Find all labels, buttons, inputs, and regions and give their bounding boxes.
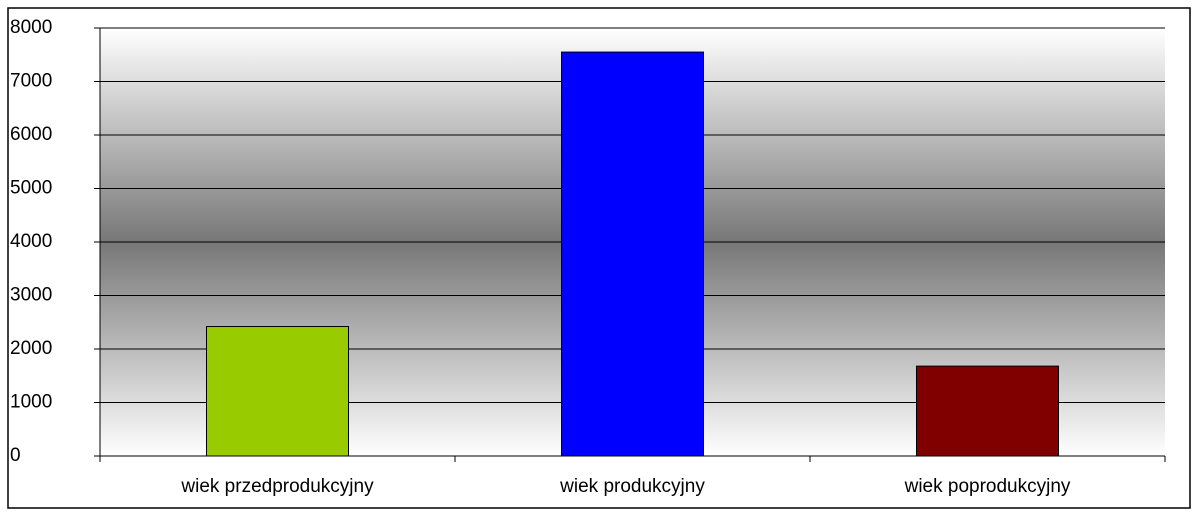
bar [916, 365, 1059, 457]
y-tick-label: 2000 [10, 338, 52, 359]
y-tick-label: 3000 [10, 285, 52, 306]
y-tick-label: 0 [10, 445, 21, 466]
y-tick-label: 8000 [10, 17, 52, 38]
bar [561, 51, 704, 457]
y-tick-label: 6000 [10, 124, 52, 145]
bar [206, 326, 349, 457]
x-tick-label: wiek przedprodukcyjny [180, 476, 374, 497]
y-tick-label: 1000 [10, 392, 52, 413]
y-tick-label: 4000 [10, 231, 52, 252]
x-tick-label: wiek produkcyjny [559, 476, 705, 497]
y-tick-label: 7000 [10, 71, 52, 92]
y-tick-label: 5000 [10, 178, 52, 199]
x-tick-label: wiek poprodukcyjny [904, 476, 1071, 497]
